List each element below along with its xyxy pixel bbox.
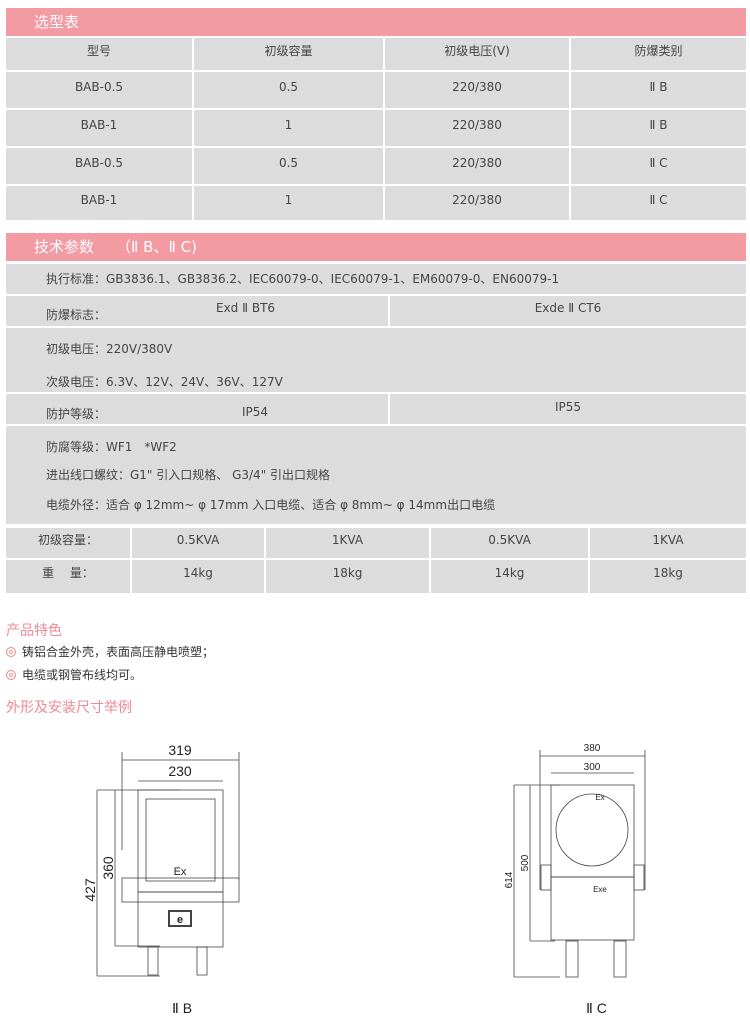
ex-mark-row-b: 防爆标志： Exd Ⅱ BT6 [6,296,388,326]
capacity-cell: 1KVA [590,528,746,558]
mark-b: Ex [174,866,187,878]
table-cell: 220/380 [385,148,569,184]
weight-cell: 18kg [266,560,429,593]
feature-item: 铸铝合金外壳，表面高压静电喷塑； [6,643,214,660]
feature-item: 电缆或钢管布线均可。 [6,666,142,683]
bullet-icon [6,647,16,657]
misc-row: 防腐等级：WF1 *WF2 进出线口螺纹：G1" 引入口规格、 G3/4" 引出… [6,426,746,524]
table-cell: Ⅱ C [571,186,746,220]
weight-cell: 18kg [590,560,746,593]
dim-c-height-inner: 500 [520,854,531,871]
capacity-cell: 0.5KVA [132,528,264,558]
corrosion: 防腐等级：WF1 *WF2 [46,440,177,454]
badge-e: e [177,914,183,926]
ip-b: IP54 [242,405,269,419]
table-cell: 220/380 [385,110,569,146]
weight-cell: 14kg [132,560,264,593]
drawing-iib: 319 230 427 360 Ex e Ⅱ B [82,742,240,1016]
label-iib: Ⅱ B [172,1000,192,1016]
table-header: 型号 [6,38,192,70]
dimensions-title: 外形及安装尺寸举例 [6,700,132,716]
table-header: 初级容量 [194,38,383,70]
tech-subtitle: （Ⅱ B、Ⅱ C) [116,238,197,256]
secondary-voltage: 次级电压：6.3V、12V、24V、36V、127V [46,375,283,389]
table-cell: 0.5 [194,72,383,108]
table-cell: 220/380 [385,72,569,108]
table-cell: BAB-0.5 [6,72,192,108]
dim-b-height-outer: 427 [82,878,98,902]
features-title: 产品特色 [6,623,62,639]
table-cell: BAB-1 [6,110,192,146]
label-iic: Ⅱ C [586,1000,607,1016]
table-cell: 220/380 [385,186,569,220]
dim-c-height-outer: 614 [504,871,515,888]
weight-cell: 14kg [431,560,588,593]
table-cell: Ⅱ C [571,148,746,184]
ip-row-b: 防护等级： IP54 [6,394,388,424]
feature-text: 铸铝合金外壳，表面高压静电喷塑； [22,645,215,659]
dim-b-width-inner: 230 [168,763,192,779]
ip-label: 防护等级： [46,407,107,421]
feature-text: 电缆或钢管布线均可。 [22,668,143,682]
table-cell: 1 [194,110,383,146]
ip-c: IP55 [390,394,746,424]
primary-voltage: 初级电压：220V/380V [46,342,173,356]
weight-label: 重 量： [6,560,130,593]
drawing-iic: 380 300 614 500 Ex Exe Ⅱ C [504,743,646,1016]
capacity-label: 初级容量： [6,528,130,558]
tech-header: 技术参数 （Ⅱ B、Ⅱ C) [6,233,746,261]
mark-c-bottom: Exe [593,885,607,894]
dim-c-width-outer: 380 [584,743,601,754]
table-cell: BAB-0.5 [6,148,192,184]
tech-title: 技术参数 [34,238,95,256]
dim-b-height-inner: 360 [100,856,116,880]
dimension-drawings: 319 230 427 360 Ex e Ⅱ B 380 300 614 500… [82,742,646,1016]
table-header: 防爆类别 [571,38,746,70]
capacity-cell: 1KVA [266,528,429,558]
table-header: 初级电压(V) [385,38,569,70]
table-cell: Ⅱ B [571,110,746,146]
table-cell: 1 [194,186,383,220]
dim-c-width-inner: 300 [584,762,601,773]
ex-c: Exde Ⅱ CT6 [390,296,746,326]
ex-label: 防爆标志： [46,308,107,322]
table-cell: Ⅱ B [571,72,746,108]
thread: 进出线口螺纹：G1" 引入口规格、 G3/4" 引出口规格 [46,468,331,482]
table-cell: 0.5 [194,148,383,184]
bullet-icon [6,670,16,680]
voltage-row: 初级电压：220V/380V 次级电压：6.3V、12V、24V、36V、127… [6,328,746,392]
selection-header: 选型表 [6,8,746,36]
cable: 电缆外径：适合 φ 12mm~ φ 17mm 入口电缆、适合 φ 8mm~ φ … [46,498,496,512]
standard-row: 执行标准：GB3836.1、GB3836.2、IEC60079-0、IEC600… [6,264,746,294]
table-cell: BAB-1 [6,186,192,220]
selection-title: 选型表 [34,13,80,31]
ex-b: Exd Ⅱ BT6 [216,301,276,315]
dim-b-width-outer: 319 [168,742,192,758]
capacity-cell: 0.5KVA [431,528,588,558]
mark-c-top: Ex [595,793,604,802]
